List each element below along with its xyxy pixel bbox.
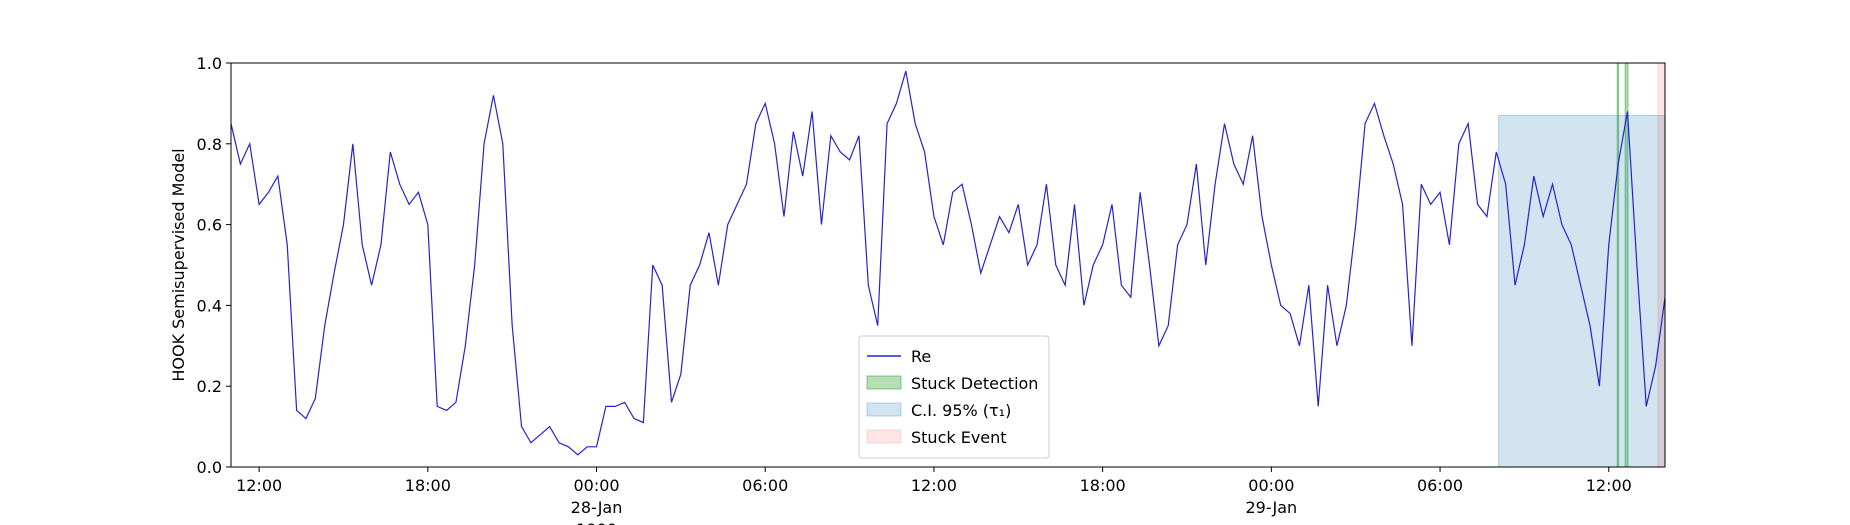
legend-patch	[866, 429, 902, 444]
legend-label: Re	[911, 347, 931, 366]
legend-box	[858, 335, 1050, 459]
x-tick-label: 12:00	[1586, 476, 1632, 495]
legend-label: C.I. 95% (τ₁)	[911, 401, 1011, 420]
legend-label: Stuck Detection	[911, 374, 1038, 393]
y-tick-label: 0.2	[197, 377, 222, 396]
x-tick-label: 18:00	[405, 476, 451, 495]
y-axis-label: HOOK Semisupervised Model	[169, 148, 188, 381]
line	[230, 70, 1666, 456]
x-tick-label: 00:00 29-Jan	[1246, 476, 1298, 517]
legend-patch	[866, 402, 902, 417]
x-tick-label: 06:00	[742, 476, 788, 495]
legend-label: Stuck Event	[911, 428, 1007, 447]
x-tick-label: 12:00	[911, 476, 957, 495]
y-tick-label: 1.0	[197, 54, 222, 73]
y-tick-label: 0.4	[197, 296, 222, 315]
x-tick-label: 06:00	[1417, 476, 1463, 495]
region	[1657, 62, 1666, 468]
x-tick-label: 12:00	[236, 476, 282, 495]
y-tick-label: 0.0	[197, 458, 222, 477]
y-tick-label: 0.8	[197, 135, 222, 154]
legend-patch	[866, 375, 902, 390]
y-tick-label: 0.6	[197, 216, 222, 235]
plot-frame	[230, 62, 1666, 468]
x-tick-label: 18:00	[1080, 476, 1126, 495]
